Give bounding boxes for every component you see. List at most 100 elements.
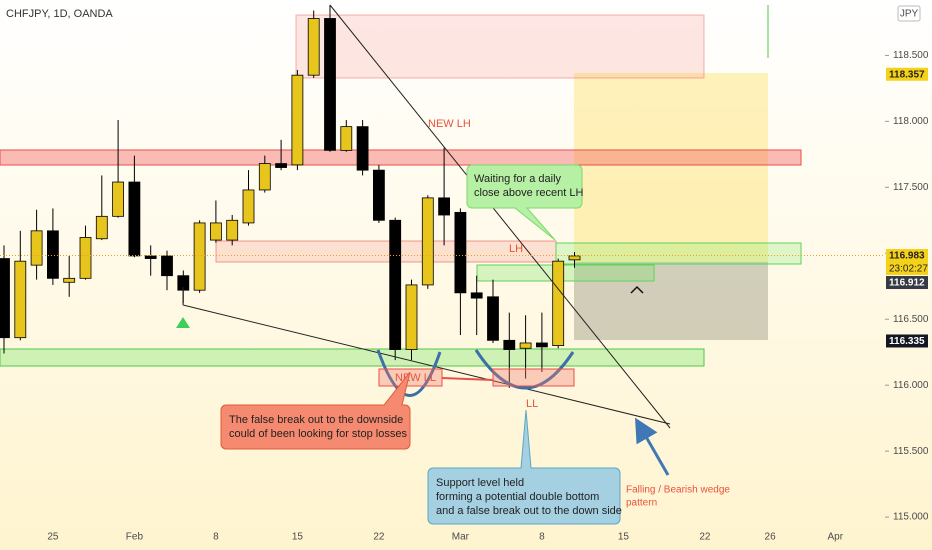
candle-body <box>242 189 255 224</box>
label: NEW LL <box>395 372 436 384</box>
candle-body <box>63 277 76 283</box>
lh-zone <box>215 240 557 263</box>
price-label-box <box>886 67 928 81</box>
candle-body <box>324 18 336 151</box>
bottom-arc <box>376 349 442 397</box>
candle-body <box>372 169 385 221</box>
candle-body <box>226 219 239 241</box>
x-tick-label: Apr <box>828 532 844 543</box>
callout-text: could of been looking for stop losses <box>229 428 407 440</box>
candle-body <box>209 222 222 241</box>
x-tick-label: 22 <box>699 532 711 543</box>
candle-body <box>356 126 369 171</box>
ll-link <box>441 377 494 381</box>
ll-box <box>492 368 575 387</box>
arrow <box>635 417 670 476</box>
x-tick-label: 22 <box>373 532 385 543</box>
currency: JPY <box>900 9 919 20</box>
drawings <box>0 5 802 367</box>
bottom-arc <box>474 349 575 390</box>
trend-line <box>329 4 671 429</box>
entry-zone <box>476 264 655 282</box>
annotations: NEW LH LH NEW LL LL Waiting for a daily … <box>176 4 730 525</box>
x-tick-label: 25 <box>47 532 59 543</box>
x-tick-label: Feb <box>126 532 144 543</box>
countdown: 23:02:27 <box>889 264 928 275</box>
candle-body <box>30 230 43 266</box>
candle-body <box>258 163 271 191</box>
x-tick-label: Mar <box>452 532 470 543</box>
price-label-box <box>886 334 928 348</box>
callout-text: The false break out to the downside <box>229 414 403 426</box>
candle-body <box>112 181 124 217</box>
candle-body <box>487 296 499 341</box>
y-tick-label: 118.500 <box>893 50 929 61</box>
candle-body <box>14 260 27 339</box>
y-tick-label: 116.500 <box>893 314 929 325</box>
candle-body <box>144 255 157 259</box>
candle-body <box>275 163 288 168</box>
callout <box>427 409 621 525</box>
candle-body <box>389 219 402 350</box>
candle-body <box>79 237 92 279</box>
x-tick-label: 15 <box>618 532 630 543</box>
price-label: 116.983 <box>889 251 925 262</box>
callout <box>220 371 411 450</box>
resistance-band <box>0 149 802 166</box>
label: pattern <box>626 498 657 509</box>
callout-text: Support level held <box>436 477 524 489</box>
candle-body <box>503 339 516 350</box>
supply-zone <box>295 14 705 79</box>
candle-body <box>405 284 418 350</box>
x-tick-label: 26 <box>765 532 777 543</box>
label: LH <box>509 243 523 255</box>
candle-body <box>552 260 565 347</box>
y-tick-label: 116.000 <box>893 380 929 391</box>
candle-body <box>0 258 10 339</box>
candle-body <box>519 342 532 349</box>
breakout-zone <box>555 242 802 265</box>
currency-box <box>897 5 921 22</box>
label: LL <box>526 398 538 410</box>
label: Falling / Bearish wedge <box>626 485 730 496</box>
candle-body <box>438 197 451 216</box>
price-label: 118.357 <box>889 69 925 80</box>
candle-body <box>291 74 304 166</box>
x-tick-label: 15 <box>292 532 304 543</box>
candle-body <box>421 197 434 286</box>
candle-body <box>95 215 108 240</box>
candle-body <box>47 230 59 279</box>
support-band <box>0 348 705 367</box>
price-label-box <box>886 249 928 276</box>
y-tick-label: 118.000 <box>893 116 929 127</box>
x-tick-label: 8 <box>539 532 545 543</box>
chart-title: CHFJPY, 1D, OANDA <box>6 8 113 20</box>
candle-body <box>470 292 483 299</box>
candle-body <box>340 126 353 151</box>
y-tick-label: 115.000 <box>893 512 929 523</box>
candle-body <box>161 255 173 277</box>
callout-text: and a false break out to the down side <box>436 505 622 517</box>
callout <box>466 164 583 241</box>
price-label: 116.335 <box>889 336 925 347</box>
target-zone <box>574 73 768 262</box>
y-tick-label: 115.500 <box>893 446 929 457</box>
trend-line <box>182 304 671 425</box>
candle-body <box>193 222 206 291</box>
candle-body <box>454 211 467 294</box>
candle-body <box>307 18 320 76</box>
ll-box <box>378 368 443 387</box>
price-label-box <box>886 276 928 290</box>
caret <box>630 285 644 294</box>
label: NEW LH <box>428 118 471 130</box>
signal-triangle <box>176 317 190 328</box>
callout-text: forming a potential double bottom <box>436 491 599 503</box>
candle-body <box>536 342 548 348</box>
callout-text: close above recent LH <box>474 187 584 199</box>
candles <box>0 5 581 388</box>
x-tick-label: 8 <box>213 532 219 543</box>
price-label: 116.912 <box>889 278 925 289</box>
y-tick-label: 117.500 <box>893 182 929 193</box>
